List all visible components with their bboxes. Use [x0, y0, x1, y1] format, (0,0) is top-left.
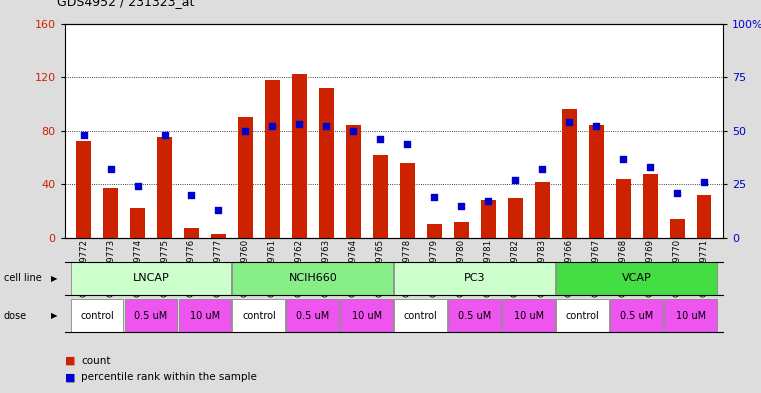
- Text: ▶: ▶: [51, 311, 58, 320]
- Point: [698, 179, 710, 185]
- Bar: [157, 138, 172, 238]
- Point: [428, 194, 441, 200]
- Text: percentile rank within the sample: percentile rank within the sample: [81, 372, 257, 382]
- Bar: [103, 188, 118, 238]
- Text: ■: ■: [65, 356, 75, 366]
- Bar: [670, 219, 684, 238]
- Point: [266, 123, 279, 130]
- Point: [132, 183, 144, 189]
- Text: GDS4952 / 231323_at: GDS4952 / 231323_at: [57, 0, 195, 8]
- Bar: [76, 141, 91, 238]
- Text: 10 uM: 10 uM: [514, 311, 544, 321]
- Bar: [238, 117, 253, 238]
- Text: cell line: cell line: [4, 274, 42, 283]
- Point: [158, 132, 170, 138]
- Bar: [184, 228, 199, 238]
- Text: dose: dose: [4, 311, 27, 321]
- Bar: [562, 109, 577, 238]
- Point: [644, 164, 656, 170]
- Point: [671, 190, 683, 196]
- Text: LNCAP: LNCAP: [132, 274, 170, 283]
- Text: 10 uM: 10 uM: [676, 311, 705, 321]
- Bar: [454, 222, 469, 238]
- Bar: [508, 198, 523, 238]
- Point: [320, 123, 333, 130]
- Bar: [373, 155, 388, 238]
- Point: [78, 132, 90, 138]
- Bar: [265, 80, 280, 238]
- Text: control: control: [404, 311, 438, 321]
- Text: 0.5 uM: 0.5 uM: [458, 311, 492, 321]
- Bar: [130, 208, 145, 238]
- Point: [617, 155, 629, 162]
- Bar: [400, 163, 415, 238]
- Text: ■: ■: [65, 372, 75, 382]
- Point: [374, 136, 387, 142]
- Bar: [643, 173, 658, 238]
- Bar: [535, 182, 549, 238]
- Bar: [616, 179, 631, 238]
- Point: [590, 123, 602, 130]
- Text: VCAP: VCAP: [622, 274, 651, 283]
- Text: 10 uM: 10 uM: [352, 311, 382, 321]
- Point: [104, 166, 116, 173]
- Bar: [211, 234, 226, 238]
- Text: 0.5 uM: 0.5 uM: [135, 311, 167, 321]
- Point: [347, 127, 359, 134]
- Text: control: control: [242, 311, 275, 321]
- Text: control: control: [565, 311, 600, 321]
- Bar: [481, 200, 495, 238]
- Bar: [696, 195, 712, 238]
- Point: [186, 192, 198, 198]
- Point: [455, 202, 467, 209]
- Text: PC3: PC3: [464, 274, 486, 283]
- Bar: [292, 74, 307, 238]
- Text: control: control: [80, 311, 114, 321]
- Text: ▶: ▶: [51, 274, 58, 283]
- Bar: [346, 125, 361, 238]
- Point: [482, 198, 495, 204]
- Point: [563, 119, 575, 125]
- Point: [401, 140, 413, 147]
- Bar: [427, 224, 441, 238]
- Point: [240, 127, 252, 134]
- Text: count: count: [81, 356, 111, 366]
- Text: 10 uM: 10 uM: [190, 311, 220, 321]
- Point: [536, 166, 548, 173]
- Point: [212, 207, 224, 213]
- Point: [293, 121, 305, 127]
- Bar: [319, 88, 334, 238]
- Bar: [589, 125, 603, 238]
- Text: NCIH660: NCIH660: [288, 274, 337, 283]
- Text: 0.5 uM: 0.5 uM: [296, 311, 330, 321]
- Point: [509, 177, 521, 183]
- Text: 0.5 uM: 0.5 uM: [620, 311, 653, 321]
